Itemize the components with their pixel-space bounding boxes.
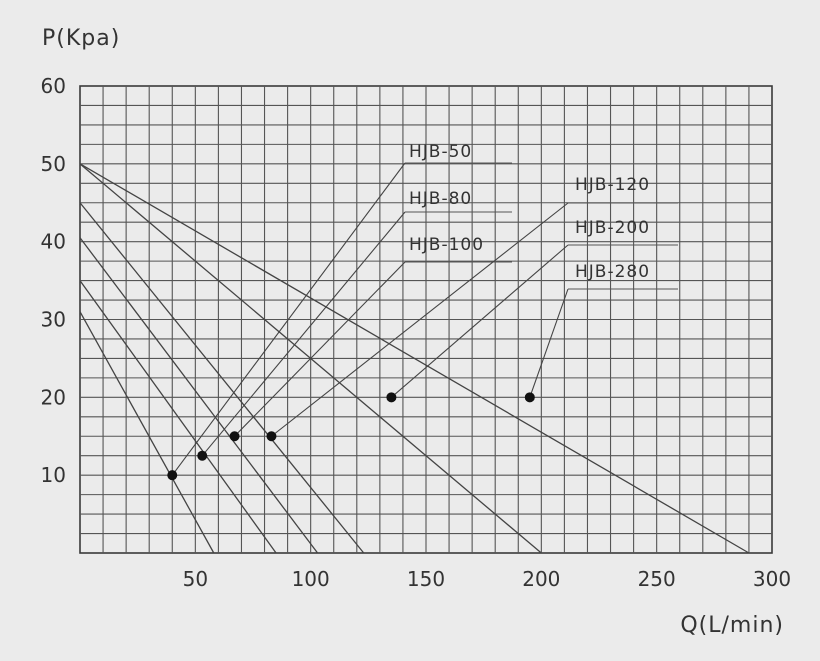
model-label: HJB-280	[575, 262, 650, 282]
y-tick-label: 10	[41, 463, 66, 487]
model-label: HJB-120	[575, 175, 650, 195]
model-labels: HJB-50 HJB-80 HJB-100 HJB-120 HJB-200 HJB-280	[409, 142, 650, 282]
operating-points	[167, 392, 535, 481]
x-tick-label: 250	[638, 567, 676, 591]
x-tick-label: 150	[407, 567, 445, 591]
model-label: HJB-200	[575, 218, 650, 238]
y-axis-label: P(Kpa)	[42, 26, 120, 51]
chart-curves	[79, 163, 750, 554]
model-label: HJB-80	[409, 189, 472, 209]
operating-point	[229, 431, 240, 442]
leader-line	[171, 162, 406, 476]
series-line-hjb-280	[79, 163, 750, 554]
y-tick-label: 50	[41, 152, 66, 176]
axis-ticks: 10 20 30 40 50 60 50 100 150 200 250 300	[41, 74, 792, 591]
y-tick-label: 40	[41, 230, 66, 254]
leader-line	[201, 211, 406, 457]
y-tick-label: 30	[41, 308, 66, 332]
model-label: HJB-50	[409, 142, 472, 162]
series-line-hjb-120	[79, 202, 365, 554]
operating-point	[524, 392, 535, 403]
x-axis-label: Q(L/min)	[680, 613, 784, 638]
model-label: HJB-100	[409, 235, 484, 255]
series-line-hjb-50	[79, 311, 215, 554]
leader-line	[391, 244, 569, 398]
x-tick-label: 300	[753, 567, 791, 591]
x-tick-label: 100	[292, 567, 330, 591]
series-line-hjb-100	[79, 237, 319, 554]
leader-line	[234, 261, 406, 437]
operating-point	[167, 470, 178, 481]
series-line-hjb-80	[79, 280, 277, 554]
operating-point	[266, 431, 277, 442]
label-leader-lines	[171, 162, 678, 476]
y-tick-label: 20	[41, 385, 66, 409]
leader-line	[529, 288, 569, 398]
x-tick-label: 50	[183, 567, 208, 591]
x-tick-label: 200	[522, 567, 560, 591]
operating-point	[386, 392, 397, 403]
operating-point	[197, 450, 208, 461]
y-tick-label: 60	[41, 74, 66, 98]
leader-line	[271, 202, 569, 437]
